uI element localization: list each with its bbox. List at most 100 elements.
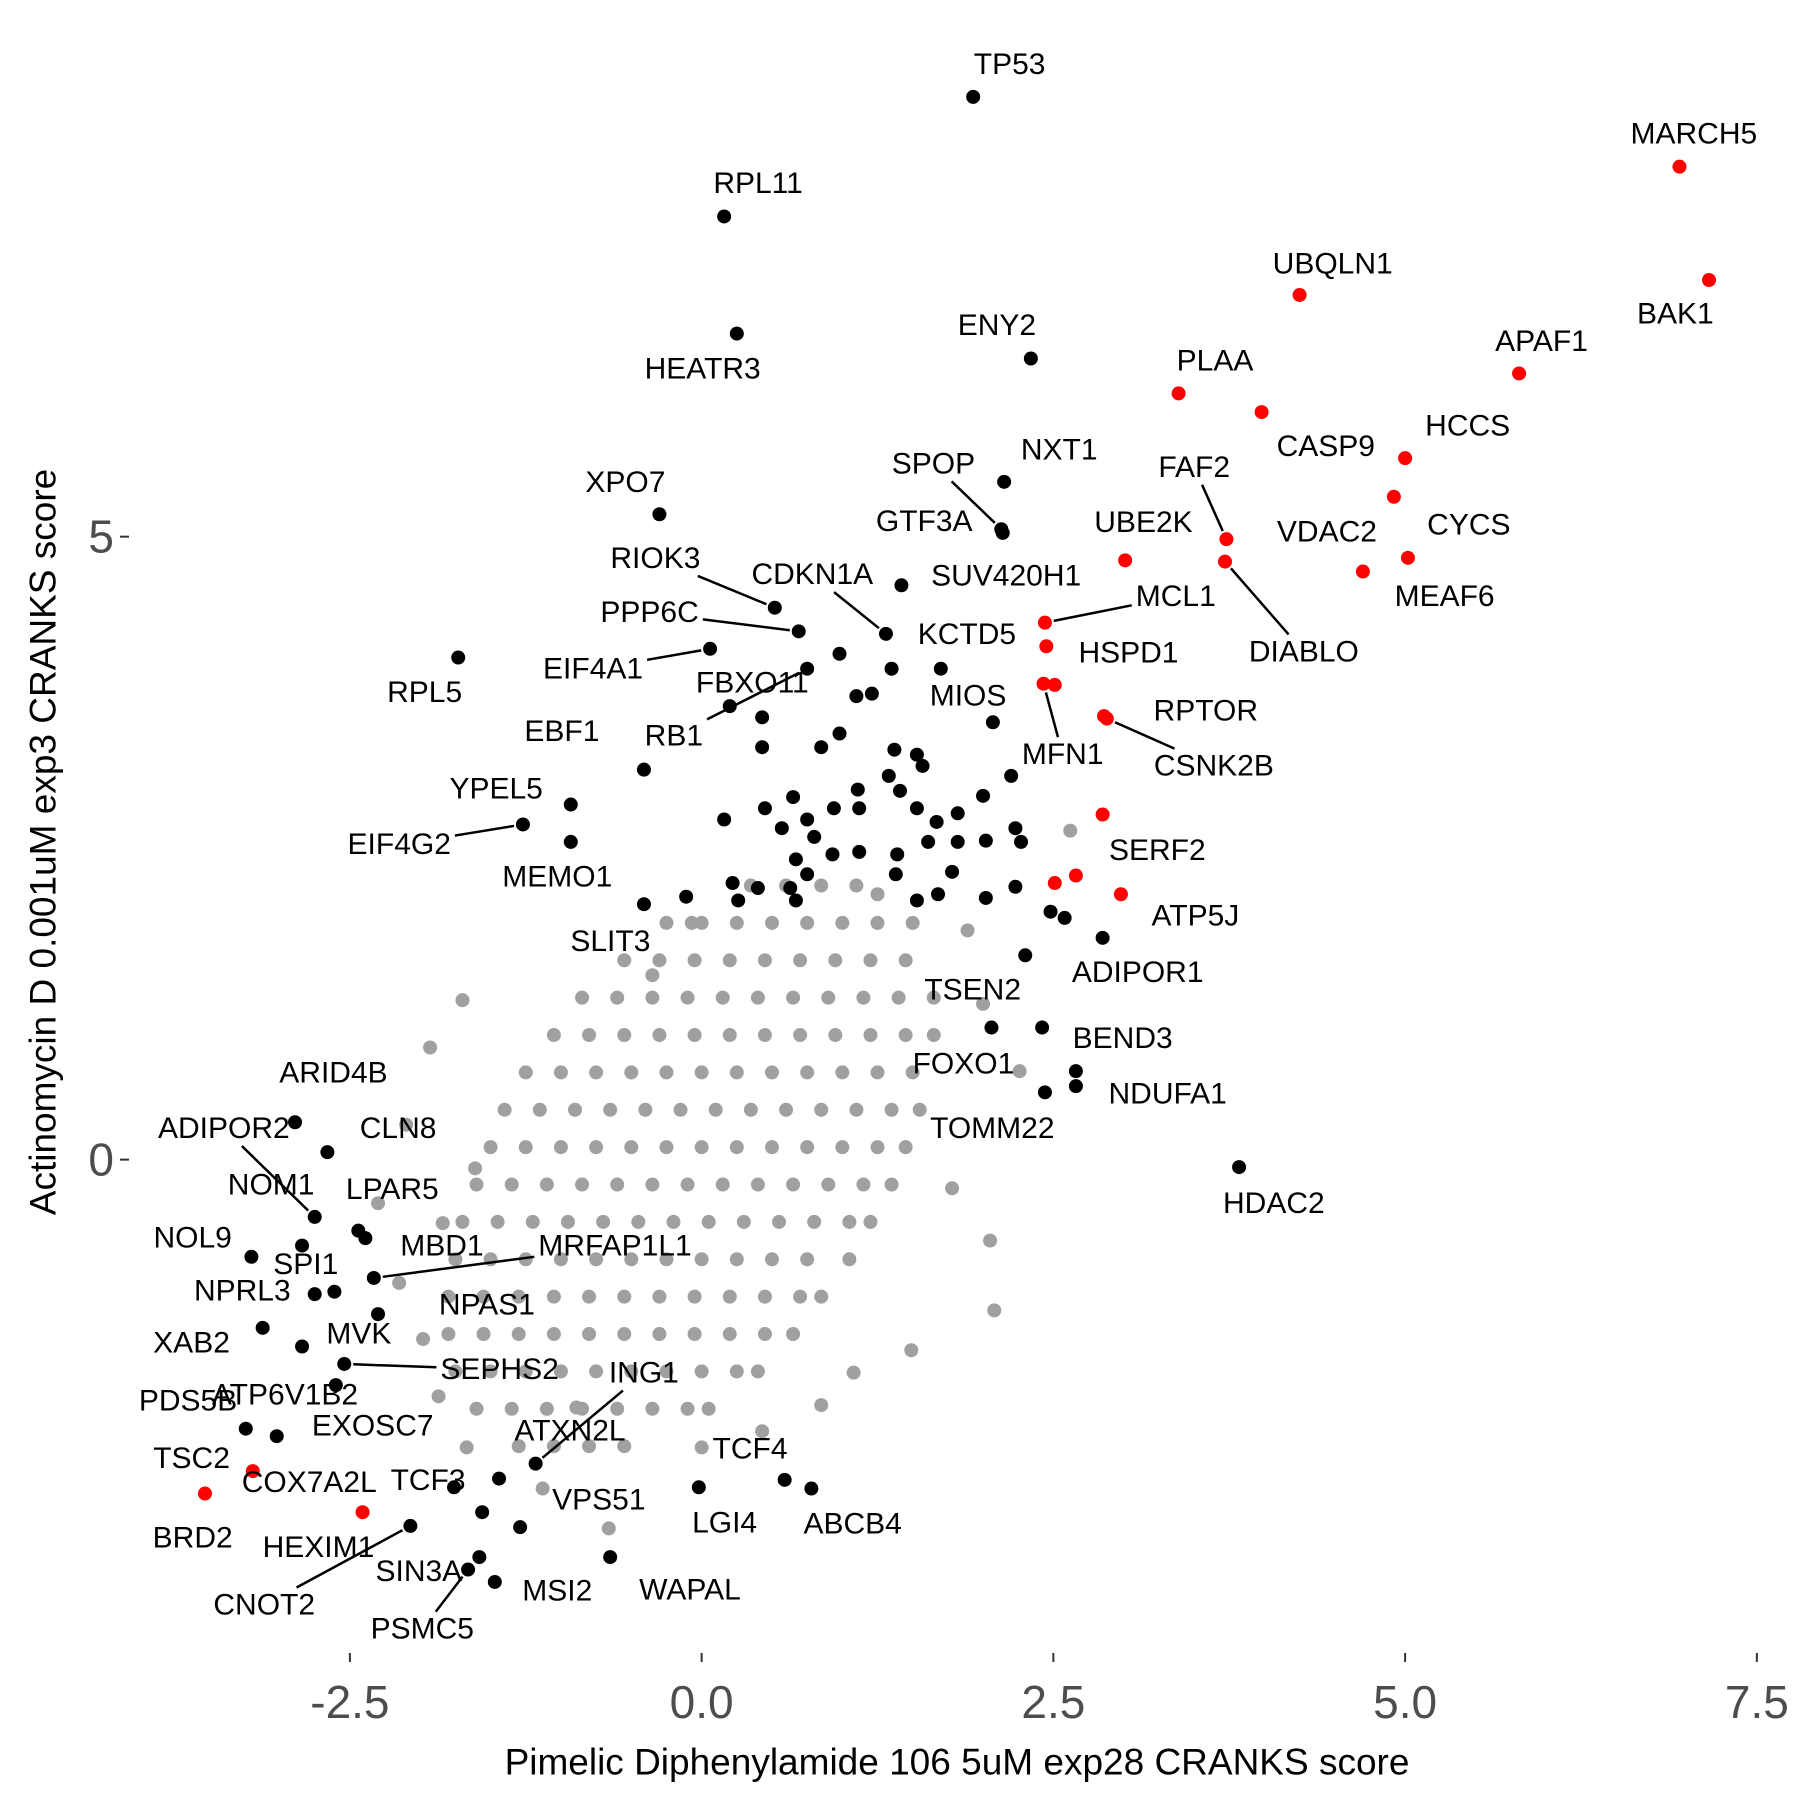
point [694, 1364, 709, 1379]
point [987, 1303, 1002, 1318]
point [601, 1521, 616, 1536]
point-label: COX7A2L [242, 1466, 377, 1499]
point-label: XAB2 [153, 1327, 230, 1360]
leader-line [541, 1389, 624, 1459]
leader-line [295, 1529, 404, 1589]
point [1047, 677, 1062, 692]
point [849, 689, 864, 704]
y-axis-title: Actinomycin D 0.001uM exp3 CRANKS score [23, 469, 64, 1215]
point [680, 990, 695, 1005]
point [1037, 615, 1052, 630]
point [624, 1065, 639, 1080]
point-label: UBQLN1 [1273, 248, 1393, 281]
point [416, 1332, 431, 1347]
leader-line [382, 1255, 535, 1279]
point [764, 1065, 779, 1080]
point [603, 1550, 618, 1565]
point-label: SIN3A [375, 1555, 462, 1588]
point [828, 1028, 843, 1043]
leader-line [434, 1575, 464, 1613]
leader-line [240, 1145, 310, 1212]
point [245, 1464, 260, 1479]
point [563, 797, 578, 812]
point-label: RPL11 [713, 167, 803, 200]
point [1386, 489, 1401, 504]
point-label: EBF1 [524, 715, 599, 748]
point [295, 1238, 310, 1253]
point [729, 1065, 744, 1080]
point-label: MEAF6 [1395, 580, 1495, 613]
point-label: TOMM22 [930, 1112, 1054, 1145]
point [856, 1177, 871, 1192]
point [881, 768, 896, 783]
point [441, 1327, 456, 1342]
point [893, 783, 908, 798]
point [497, 1102, 512, 1117]
point-label: VDAC2 [1277, 515, 1377, 548]
point-label: CNOT2 [213, 1589, 315, 1622]
point-label: NOM1 [228, 1169, 315, 1202]
point-label: UBE2K [1094, 506, 1192, 539]
point [884, 1102, 899, 1117]
point [717, 812, 732, 827]
point [1023, 351, 1038, 366]
point [624, 1140, 639, 1155]
point [788, 893, 803, 908]
point [659, 1140, 674, 1155]
point [715, 990, 730, 1005]
point-label: MVK [326, 1317, 391, 1350]
leader-line [697, 574, 767, 606]
point [441, 1289, 456, 1304]
point-label: BAK1 [1637, 297, 1714, 330]
point [1218, 554, 1233, 569]
point [863, 1214, 878, 1229]
point [371, 1196, 386, 1211]
point [898, 953, 913, 968]
point-label: EIF4A1 [543, 653, 643, 686]
point [890, 847, 905, 862]
leader-line [1044, 692, 1060, 738]
point-label: XPO7 [585, 466, 665, 499]
point-label: HDAC2 [1223, 1187, 1325, 1220]
point [238, 1421, 253, 1436]
point [327, 1284, 342, 1299]
point [863, 953, 878, 968]
point [905, 915, 920, 930]
leader-line [353, 1363, 437, 1369]
point [680, 1401, 695, 1416]
point [832, 726, 847, 741]
point [504, 1401, 519, 1416]
point [645, 1401, 660, 1416]
point-label: BRD2 [153, 1522, 233, 1555]
point [945, 1181, 960, 1196]
point [589, 1140, 604, 1155]
point [835, 915, 850, 930]
point [575, 1177, 590, 1192]
point [1004, 768, 1019, 783]
point [909, 747, 924, 762]
point [511, 1327, 526, 1342]
point [673, 1102, 688, 1117]
point-label: ADIPOR1 [1072, 956, 1204, 989]
point [788, 852, 803, 867]
point [1047, 876, 1062, 891]
point-label: WAPAL [639, 1574, 741, 1607]
leader-line [1200, 484, 1224, 532]
y-tick-label: 0 [88, 1134, 114, 1186]
point [791, 624, 806, 639]
point [553, 1065, 568, 1080]
point-label: MFN1 [1022, 738, 1104, 771]
point [652, 1028, 667, 1043]
point [638, 1102, 653, 1117]
point [1219, 532, 1234, 547]
point [786, 1327, 801, 1342]
point-label: LGI4 [692, 1507, 757, 1540]
point [448, 1364, 463, 1379]
point [703, 641, 718, 656]
point [582, 1289, 597, 1304]
point [800, 1252, 815, 1267]
point [976, 996, 991, 1011]
point-label: MEMO1 [502, 860, 612, 893]
point [793, 953, 808, 968]
point-label: HCCS [1425, 409, 1510, 442]
